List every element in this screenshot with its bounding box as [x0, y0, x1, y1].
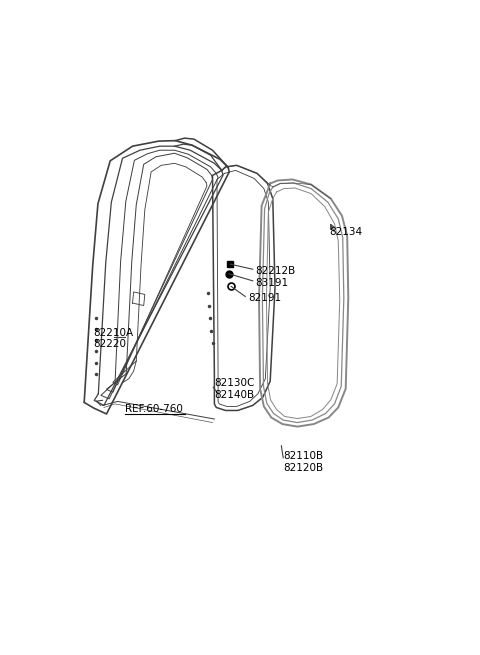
Text: REF.60-760: REF.60-760	[125, 404, 183, 414]
Text: 82191: 82191	[248, 293, 281, 303]
Text: 82130C
82140B: 82130C 82140B	[215, 378, 255, 400]
Text: 83191: 83191	[255, 278, 288, 288]
Text: 82134: 82134	[330, 227, 363, 237]
Text: 82210A
82220: 82210A 82220	[94, 328, 133, 349]
Text: 82212B: 82212B	[255, 267, 296, 276]
Text: 82110B
82120B: 82110B 82120B	[283, 451, 324, 473]
